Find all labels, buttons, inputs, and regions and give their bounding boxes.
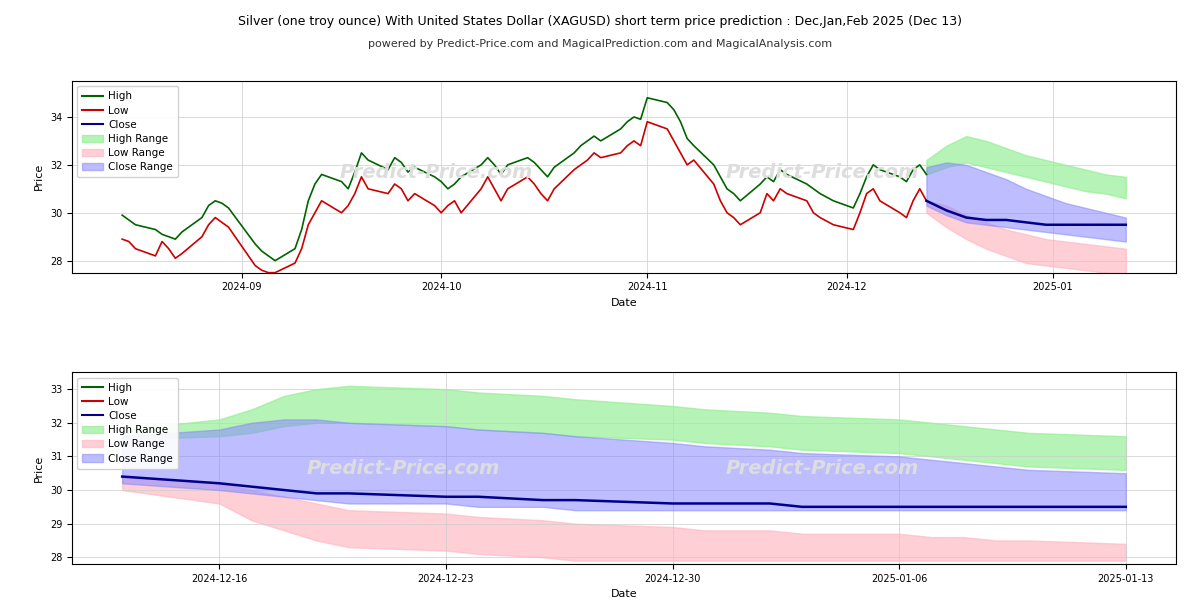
Text: Predict-Price.com: Predict-Price.com xyxy=(726,458,919,478)
Text: Predict-Price.com: Predict-Price.com xyxy=(340,163,533,182)
Legend: High, Low, Close, High Range, Low Range, Close Range: High, Low, Close, High Range, Low Range,… xyxy=(77,377,179,469)
Text: powered by Predict-Price.com and MagicalPrediction.com and MagicalAnalysis.com: powered by Predict-Price.com and Magical… xyxy=(368,39,832,49)
Y-axis label: Price: Price xyxy=(35,163,44,190)
X-axis label: Date: Date xyxy=(611,298,637,308)
Y-axis label: Price: Price xyxy=(35,455,44,482)
Text: Predict-Price.com: Predict-Price.com xyxy=(726,163,919,182)
Text: Silver (one troy ounce) With United States Dollar (XAGUSD) short term price pred: Silver (one troy ounce) With United Stat… xyxy=(238,15,962,28)
Legend: High, Low, Close, High Range, Low Range, Close Range: High, Low, Close, High Range, Low Range,… xyxy=(77,86,179,178)
X-axis label: Date: Date xyxy=(611,589,637,599)
Text: Predict-Price.com: Predict-Price.com xyxy=(306,458,500,478)
